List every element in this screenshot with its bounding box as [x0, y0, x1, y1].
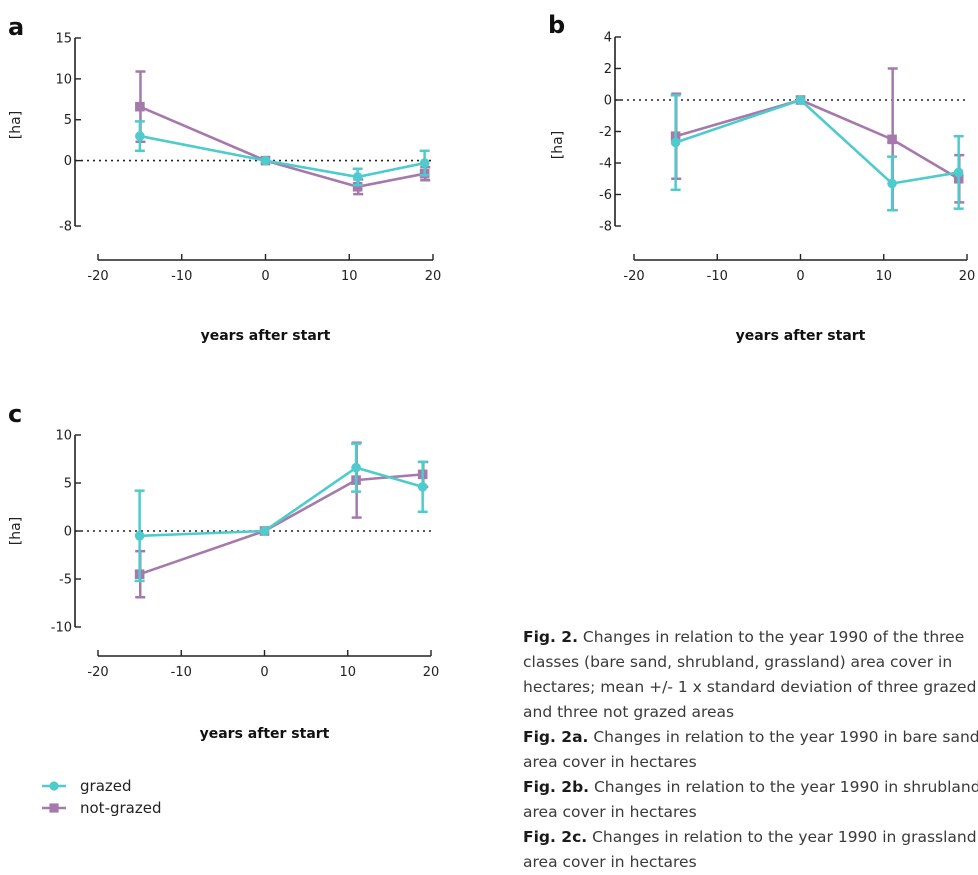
series-line-grazed — [139, 134, 425, 179]
legend-label: grazed — [80, 777, 132, 795]
y-tick-label: 10 — [55, 429, 72, 444]
y-tick-label: -8 — [599, 220, 612, 235]
x-tick-label: -10 — [171, 665, 192, 680]
chart-panel-a: a 15 10 5 0 -8 [ha] -20 -10 0 10 20 years after star… — [8, 13, 441, 344]
x-tick-label: -20 — [87, 665, 108, 680]
x-tick-label: 10 — [875, 269, 892, 284]
x-tick-label: 0 — [261, 269, 269, 284]
y-tick-label: -4 — [599, 157, 612, 172]
y-axis-label: [ha] — [8, 111, 24, 139]
x-tick-label: 10 — [341, 269, 358, 284]
x-tick-label: 0 — [796, 269, 804, 284]
x-tick-label: 20 — [423, 665, 440, 680]
y-tick-label: 0 — [64, 154, 72, 169]
y-tick-label: -10 — [51, 621, 72, 636]
y-tick-label: 15 — [55, 32, 72, 47]
data-point-grazed — [351, 462, 361, 473]
series-not-grazed — [670, 67, 965, 212]
x-tick-label: -10 — [171, 269, 192, 284]
data-point-grazed — [419, 158, 430, 168]
series-not-grazed — [135, 70, 431, 196]
x-axis-label: years after start — [736, 328, 866, 344]
panel-label: c — [8, 400, 22, 428]
data-point-grazed — [417, 482, 428, 492]
panel-label: a — [8, 13, 24, 41]
x-tick-label: 10 — [339, 665, 356, 680]
y-tick-label: 0 — [604, 94, 612, 109]
series-line-not-grazed — [139, 473, 423, 576]
y-tick-label: 2 — [604, 62, 612, 77]
x-tick-label: 0 — [260, 665, 268, 680]
chart-panel-c: c 10 5 0 -5 -10 [ha] -20 -10 0 10 20 years after sta… — [8, 400, 439, 742]
data-point-grazed — [134, 531, 145, 541]
y-tick-label: 5 — [64, 477, 72, 492]
series-grazed — [670, 94, 964, 212]
series-grazed — [134, 442, 428, 583]
data-point-grazed — [260, 155, 271, 166]
x-axis-label: years after start — [200, 726, 330, 742]
data-point-grazed — [795, 95, 806, 105]
series-line-grazed — [675, 98, 959, 185]
x-tick-label: -20 — [87, 269, 108, 284]
series-line-not-grazed — [675, 98, 960, 180]
legend-marker — [49, 803, 59, 813]
data-point-grazed — [352, 172, 363, 182]
data-point-grazed — [953, 167, 964, 178]
series-line-not-grazed — [139, 105, 425, 189]
data-point-grazed — [887, 178, 897, 189]
y-tick-label: 10 — [55, 72, 72, 87]
legend-item-grazed: grazed — [42, 777, 132, 795]
legend: grazed not-grazed — [42, 777, 161, 817]
series-grazed — [134, 120, 430, 187]
legend-marker — [49, 781, 59, 791]
data-point-grazed — [135, 131, 145, 141]
x-tick-label: 20 — [425, 269, 442, 284]
y-tick-label: 0 — [64, 525, 72, 540]
data-point-grazed — [259, 526, 270, 536]
caption-fig2a: Fig. 2a. Changes in relation to the year… — [523, 728, 978, 771]
legend-item-not-grazed: not-grazed — [42, 799, 161, 817]
y-tick-label: -5 — [59, 573, 72, 588]
y-tick-label: -6 — [599, 188, 612, 203]
data-point-not-grazed — [887, 134, 897, 145]
x-tick-label: 20 — [959, 269, 976, 284]
x-tick-label: -10 — [707, 269, 728, 284]
legend-label: not-grazed — [80, 799, 161, 817]
caption-fig2: Fig. 2. Changes in relation to the year … — [523, 628, 977, 721]
panel-label: b — [548, 11, 565, 39]
y-tick-label: -2 — [599, 125, 612, 140]
caption-fig2c: Fig. 2c. Changes in relation to the year… — [523, 828, 977, 871]
caption-fig2b: Fig. 2b. Changes in relation to the year… — [523, 778, 978, 821]
y-tick-label: -8 — [59, 220, 72, 235]
data-point-not-grazed — [352, 181, 363, 192]
y-tick-label: 5 — [64, 113, 72, 128]
data-point-grazed — [670, 137, 681, 148]
y-axis-label: [ha] — [8, 517, 24, 545]
data-point-not-grazed — [135, 101, 145, 112]
figure-caption: Fig. 2. Changes in relation to the year … — [523, 625, 978, 875]
x-axis-label: years after start — [201, 328, 331, 344]
series-line-grazed — [139, 466, 424, 538]
y-axis-label: [ha] — [550, 131, 566, 159]
x-tick-label: -20 — [623, 269, 644, 284]
y-tick-label: 4 — [604, 31, 612, 46]
